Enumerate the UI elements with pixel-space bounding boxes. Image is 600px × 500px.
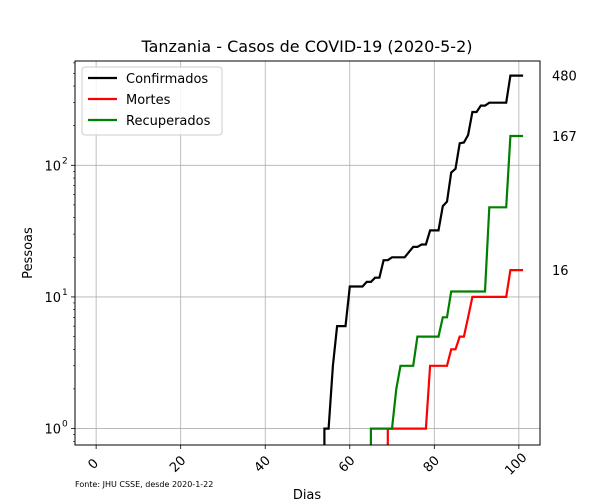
- legend-box: [81, 66, 223, 136]
- final-label-recuperados: 167: [552, 130, 577, 145]
- y-tick-exponent: 0: [62, 420, 68, 430]
- final-label-confirmados: 480: [552, 70, 577, 85]
- series-line-confirmados: [323, 74, 524, 445]
- y-tick-label: 10: [44, 423, 61, 438]
- source-note: Fonte: JHU CSSE, desde 2020-1-22: [75, 480, 213, 489]
- x-axis-label: Dias: [293, 488, 322, 500]
- series-line-recuperados: [369, 134, 524, 445]
- final-label-mortes: 16: [552, 264, 569, 279]
- final-value-labels: 480 16 167: [552, 70, 577, 279]
- series-line-mortes: [386, 269, 524, 445]
- y-tick-label: 10: [44, 291, 61, 306]
- legend-label-confirmados: Confirmados: [126, 72, 208, 87]
- legend-label-recuperados: Recuperados: [126, 114, 211, 129]
- series-lines: [323, 74, 524, 445]
- y-tick-label: 10: [44, 159, 61, 174]
- y-tick-exponent: 2: [62, 156, 68, 166]
- legend-label-mortes: Mortes: [126, 93, 171, 108]
- legend: Confirmados Mortes Recuperados: [81, 66, 223, 136]
- chart-title: Tanzania - Casos de COVID-19 (2020-5-2): [140, 37, 472, 56]
- plot-frame: [74, 60, 541, 446]
- y-axis-label: Pessoas: [21, 227, 36, 279]
- y-tick-exponent: 1: [62, 288, 68, 298]
